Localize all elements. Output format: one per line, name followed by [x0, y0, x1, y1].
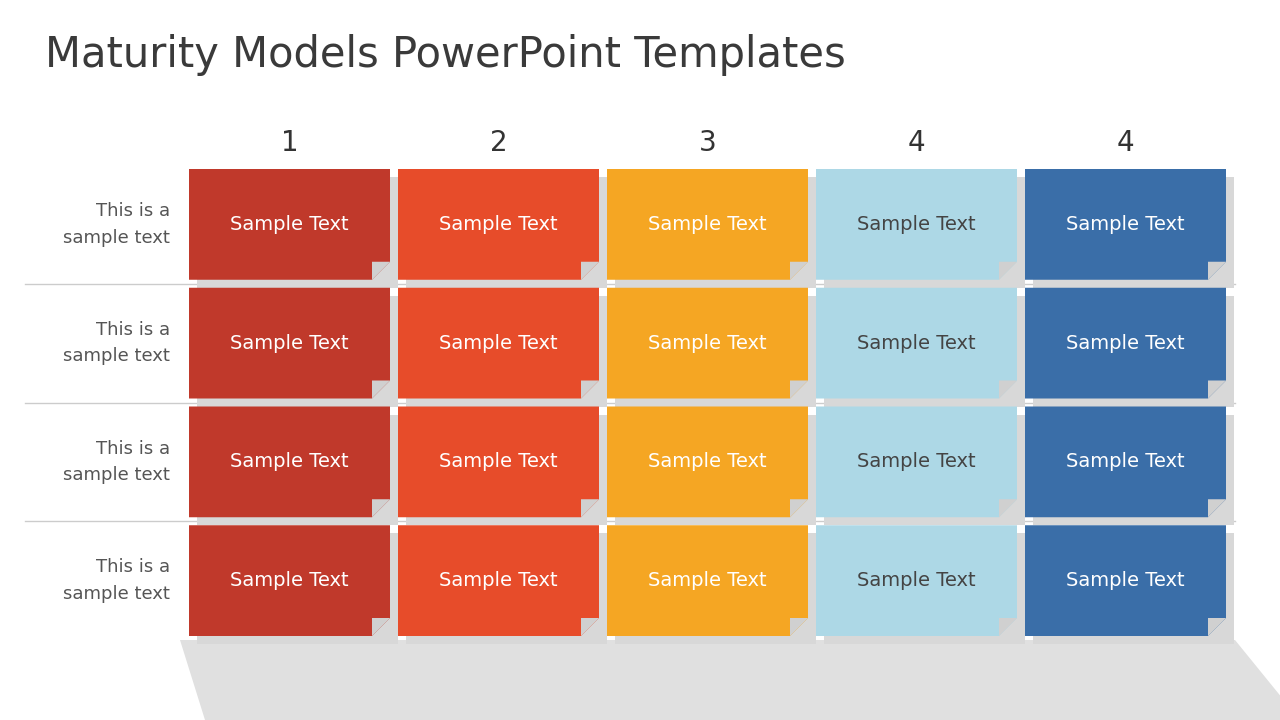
Polygon shape	[1033, 534, 1234, 644]
Polygon shape	[581, 499, 599, 517]
Text: 4: 4	[908, 129, 925, 157]
Polygon shape	[398, 288, 599, 398]
Polygon shape	[607, 169, 808, 280]
Polygon shape	[817, 288, 1018, 398]
Polygon shape	[372, 618, 390, 636]
Polygon shape	[1025, 288, 1226, 398]
Text: 3: 3	[699, 129, 717, 157]
Polygon shape	[614, 177, 817, 288]
Text: Sample Text: Sample Text	[230, 571, 349, 590]
Polygon shape	[197, 534, 398, 644]
Polygon shape	[998, 262, 1018, 280]
Text: Sample Text: Sample Text	[230, 333, 349, 353]
Text: Sample Text: Sample Text	[858, 452, 975, 472]
Polygon shape	[581, 618, 599, 636]
Text: This is a
sample text: This is a sample text	[63, 440, 170, 484]
Polygon shape	[197, 415, 398, 526]
Text: Sample Text: Sample Text	[648, 452, 767, 472]
Text: This is a
sample text: This is a sample text	[63, 321, 170, 365]
Polygon shape	[1033, 415, 1234, 526]
Polygon shape	[614, 296, 817, 407]
Polygon shape	[180, 640, 1280, 720]
Polygon shape	[998, 499, 1018, 517]
Polygon shape	[824, 296, 1025, 407]
Polygon shape	[1033, 177, 1234, 288]
Polygon shape	[1208, 262, 1226, 280]
Polygon shape	[607, 526, 808, 636]
Polygon shape	[372, 380, 390, 398]
Text: Sample Text: Sample Text	[439, 333, 558, 353]
Text: Sample Text: Sample Text	[858, 215, 975, 234]
Text: Sample Text: Sample Text	[1066, 571, 1185, 590]
Polygon shape	[189, 288, 390, 398]
Polygon shape	[197, 296, 398, 407]
Text: 1: 1	[280, 129, 298, 157]
Polygon shape	[790, 380, 808, 398]
Polygon shape	[197, 177, 398, 288]
Polygon shape	[1025, 526, 1226, 636]
Polygon shape	[406, 415, 607, 526]
Text: This is a
sample text: This is a sample text	[63, 559, 170, 603]
Text: Sample Text: Sample Text	[439, 571, 558, 590]
Text: Sample Text: Sample Text	[1066, 452, 1185, 472]
Polygon shape	[607, 288, 808, 398]
Text: Sample Text: Sample Text	[858, 571, 975, 590]
Polygon shape	[406, 534, 607, 644]
Polygon shape	[406, 177, 607, 288]
Polygon shape	[406, 296, 607, 407]
Text: Sample Text: Sample Text	[648, 333, 767, 353]
Text: Sample Text: Sample Text	[230, 452, 349, 472]
Polygon shape	[1025, 169, 1226, 280]
Polygon shape	[398, 526, 599, 636]
Polygon shape	[817, 169, 1018, 280]
Polygon shape	[824, 415, 1025, 526]
Polygon shape	[189, 526, 390, 636]
Polygon shape	[614, 415, 817, 526]
Text: 4: 4	[1116, 129, 1134, 157]
Text: Sample Text: Sample Text	[1066, 215, 1185, 234]
Polygon shape	[790, 618, 808, 636]
Text: Maturity Models PowerPoint Templates: Maturity Models PowerPoint Templates	[45, 34, 846, 76]
Text: Sample Text: Sample Text	[858, 333, 975, 353]
Text: Sample Text: Sample Text	[230, 215, 349, 234]
Polygon shape	[1208, 380, 1226, 398]
Polygon shape	[607, 407, 808, 517]
Polygon shape	[372, 262, 390, 280]
Polygon shape	[790, 262, 808, 280]
Polygon shape	[1025, 407, 1226, 517]
Text: Sample Text: Sample Text	[439, 215, 558, 234]
Text: Sample Text: Sample Text	[648, 571, 767, 590]
Polygon shape	[790, 499, 808, 517]
Polygon shape	[398, 407, 599, 517]
Polygon shape	[189, 407, 390, 517]
Text: Sample Text: Sample Text	[439, 452, 558, 472]
Polygon shape	[1033, 296, 1234, 407]
Polygon shape	[372, 499, 390, 517]
Polygon shape	[998, 380, 1018, 398]
Text: 2: 2	[490, 129, 507, 157]
Text: Sample Text: Sample Text	[1066, 333, 1185, 353]
Polygon shape	[581, 380, 599, 398]
Polygon shape	[614, 534, 817, 644]
Polygon shape	[398, 169, 599, 280]
Polygon shape	[824, 177, 1025, 288]
Text: Sample Text: Sample Text	[648, 215, 767, 234]
Polygon shape	[1208, 618, 1226, 636]
Polygon shape	[817, 407, 1018, 517]
Polygon shape	[824, 534, 1025, 644]
Polygon shape	[189, 169, 390, 280]
Polygon shape	[998, 618, 1018, 636]
Polygon shape	[817, 526, 1018, 636]
Polygon shape	[581, 262, 599, 280]
Polygon shape	[1208, 499, 1226, 517]
Text: This is a
sample text: This is a sample text	[63, 202, 170, 246]
